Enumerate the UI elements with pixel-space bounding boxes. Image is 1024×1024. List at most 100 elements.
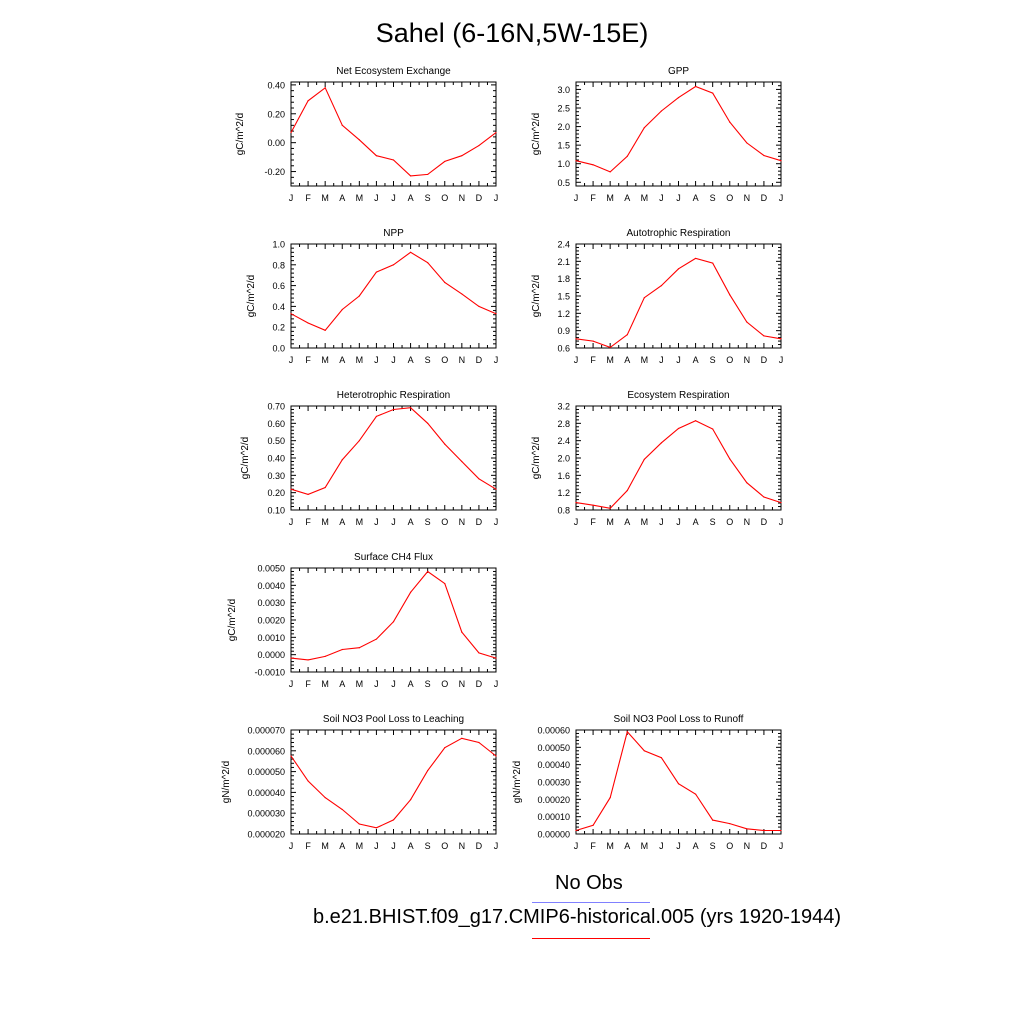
x-tick-label: M: [641, 355, 649, 365]
x-tick-label: A: [408, 193, 414, 203]
data-point: [375, 415, 378, 417]
data-point: [643, 750, 645, 752]
x-tick-label: M: [321, 355, 329, 365]
series-line: [575, 257, 782, 349]
data-point: [392, 819, 395, 821]
data-point: [626, 155, 628, 157]
y-tick-label: 0.20: [267, 488, 285, 498]
y-axis-label: gC/m^2/d: [246, 275, 257, 318]
data-point: [341, 308, 343, 311]
data-point: [324, 655, 326, 658]
chart-panel-2: J F M A M J J A S O N D J0.00.20.40.60.81.0NPPgC/m^2…: [246, 228, 498, 365]
data-point: [495, 131, 497, 134]
x-tick-label: F: [590, 193, 596, 203]
x-tick-label: A: [693, 193, 699, 203]
series-line: [575, 85, 782, 173]
y-tick-label: 0.00040: [537, 760, 570, 770]
x-tick-label: F: [305, 517, 311, 527]
data-point: [763, 829, 765, 832]
x-tick-label: S: [710, 193, 716, 203]
x-tick-label: A: [693, 841, 699, 851]
y-tick-label: 0.0010: [257, 633, 285, 643]
panel-title: NPP: [383, 228, 404, 239]
x-tick-label: A: [624, 355, 630, 365]
x-tick-label: N: [744, 517, 751, 527]
y-tick-label: 0.40: [267, 80, 285, 90]
data-point: [729, 121, 731, 123]
y-tick-label: 0.0040: [257, 581, 285, 591]
x-tick-label: J: [494, 679, 499, 689]
data-point: [324, 329, 326, 331]
x-tick-label: J: [494, 841, 499, 851]
legend-line-model: [532, 938, 650, 939]
data-point: [427, 422, 429, 424]
y-axis-label: gN/m^2/d: [512, 761, 523, 804]
data-point: [358, 440, 360, 442]
data-point: [609, 346, 611, 349]
y-tick-label: 0.00000: [537, 830, 570, 840]
chart-panel-3: J F M A M J J A S O N D J0.60.91.21.51.82.12.4Autotr…: [531, 228, 783, 365]
data-point: [694, 85, 697, 88]
x-tick-label: M: [321, 679, 329, 689]
x-tick-label: J: [659, 193, 664, 203]
data-point: [763, 496, 765, 498]
x-tick-label: D: [761, 517, 768, 527]
y-tick-label: 0.000050: [247, 767, 285, 777]
x-tick-label: A: [408, 679, 414, 689]
x-tick-label: F: [305, 841, 311, 851]
x-tick-label: J: [659, 355, 664, 365]
data-point: [677, 97, 680, 99]
x-tick-label: O: [441, 841, 448, 851]
y-tick-label: 3.2: [557, 402, 570, 412]
x-tick-label: M: [321, 841, 329, 851]
y-tick-label: 1.6: [557, 471, 570, 481]
x-tick-label: N: [459, 679, 466, 689]
y-tick-label: 0.00010: [537, 812, 570, 822]
data-point: [478, 144, 480, 147]
data-point: [427, 570, 429, 573]
y-tick-label: 0.60: [267, 419, 285, 429]
data-point: [626, 731, 628, 733]
x-tick-label: N: [744, 841, 751, 851]
data-point: [461, 460, 463, 463]
data-point: [780, 502, 782, 504]
x-tick-label: M: [356, 679, 364, 689]
data-point: [341, 808, 343, 811]
y-axis-label: gC/m^2/d: [240, 437, 251, 480]
data-point: [427, 769, 429, 772]
y-tick-label: 1.2: [557, 488, 570, 498]
data-point: [444, 281, 446, 284]
data-point: [290, 488, 292, 490]
x-tick-label: O: [441, 517, 448, 527]
x-tick-label: A: [408, 841, 414, 851]
data-point: [746, 828, 748, 830]
y-tick-label: 0.000020: [247, 830, 285, 840]
data-point: [444, 443, 446, 445]
plot-frame: [290, 729, 497, 835]
x-tick-label: J: [779, 841, 784, 851]
x-tick-label: A: [339, 841, 345, 851]
x-tick-label: J: [374, 193, 379, 203]
x-tick-label: D: [476, 355, 483, 365]
y-tick-label: 0.0: [272, 344, 285, 354]
data-point: [495, 488, 497, 490]
series-line: [575, 420, 782, 509]
y-tick-label: 2.1: [557, 257, 570, 267]
data-point: [461, 737, 463, 739]
data-point: [660, 110, 663, 112]
data-point: [575, 829, 577, 832]
x-tick-label: N: [459, 517, 466, 527]
x-tick-label: S: [710, 355, 716, 365]
y-axis-label: gN/m^2/d: [221, 761, 232, 804]
data-point: [392, 408, 395, 411]
y-tick-label: 0.0030: [257, 598, 285, 608]
y-tick-label: 0.6: [557, 344, 570, 354]
x-tick-label: A: [408, 355, 414, 365]
figure-title: Sahel (6-16N,5W-15E): [375, 18, 649, 48]
y-tick-label: 0.0050: [257, 564, 285, 574]
x-tick-label: F: [305, 679, 311, 689]
data-point: [780, 338, 782, 340]
data-point: [677, 783, 680, 785]
data-point: [712, 428, 714, 430]
y-tick-label: 0.0000: [257, 650, 285, 660]
